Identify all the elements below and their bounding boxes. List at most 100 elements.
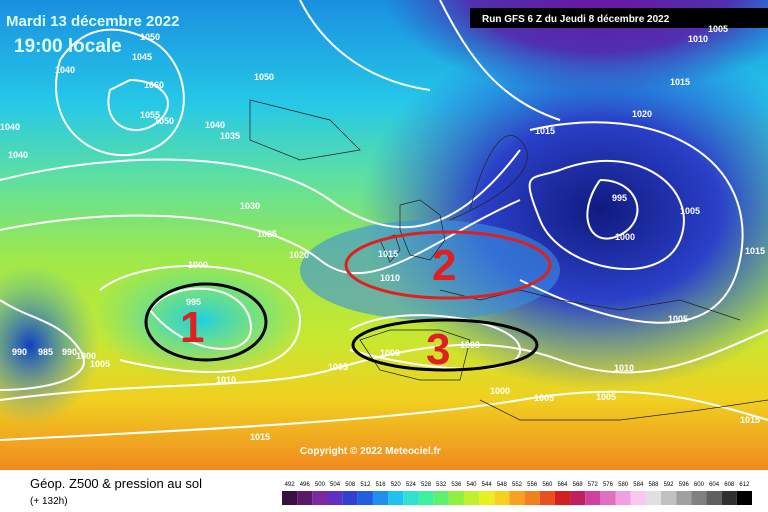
scale-swatch [297, 491, 313, 505]
isobar-label: 1045 [132, 52, 152, 62]
footer-lead: (+ 132h) [30, 496, 68, 507]
isobar-label: 1010 [614, 363, 634, 373]
scale-label: 604 [709, 482, 720, 488]
scale-swatch [418, 491, 434, 505]
scale-swatch [721, 491, 737, 505]
isobar-label: 1000 [380, 348, 400, 358]
isobar-label: 1005 [328, 362, 348, 372]
isobar-label: 1050 [254, 72, 274, 82]
scale-swatch [600, 491, 616, 505]
isobar-label: 1055 [140, 110, 160, 120]
scale-label: 512 [360, 482, 371, 488]
isobar-label: 1030 [240, 201, 260, 211]
copyright: Copyright © 2022 Meteociel.fr [300, 446, 441, 457]
isobar-label: 1005 [90, 359, 110, 369]
scale-label: 528 [421, 482, 432, 488]
scale-label: 544 [482, 482, 493, 488]
scale-label: 520 [391, 482, 402, 488]
isobar-label: 1015 [745, 246, 765, 256]
run-box [470, 8, 768, 28]
footer-title: Géop. Z500 & pression au sol [30, 476, 202, 491]
isobar-label: 990 [62, 347, 77, 357]
scale-swatch [403, 491, 419, 505]
isobar-label: 1040 [0, 122, 20, 132]
scale-label: 580 [618, 482, 629, 488]
isobar-label: 1015 [740, 415, 760, 425]
scale-swatch [554, 491, 571, 505]
isobar-label: 1020 [289, 250, 309, 260]
isobar-label: 1060 [144, 80, 164, 90]
isobar-label: 1040 [8, 150, 28, 160]
scale-swatch [630, 491, 646, 505]
zone-number: 3 [426, 325, 450, 374]
isobar-label: 1000 [490, 386, 510, 396]
scale-swatch [494, 491, 510, 505]
scale-swatch [312, 491, 328, 505]
isobar-label: 1005 [708, 24, 728, 34]
scale-label: 516 [376, 482, 387, 488]
scale-swatch [676, 491, 692, 505]
scale-swatch [524, 491, 540, 505]
isobar-label: 1015 [670, 77, 690, 87]
isobar-label: 1005 [668, 314, 688, 324]
scale-swatch [282, 491, 298, 505]
isobar-label: 1050 [154, 116, 174, 126]
isobar-label: 1010 [688, 34, 708, 44]
isobar-label: 1010 [216, 375, 236, 385]
scale-label: 524 [406, 482, 417, 488]
scale-label: 596 [679, 482, 690, 488]
scale-label: 536 [451, 482, 462, 488]
scale-swatch [327, 491, 343, 505]
isobar-label: 1050 [140, 32, 160, 42]
scale-swatch [342, 491, 358, 505]
scale-label: 492 [285, 482, 296, 488]
scale-label: 500 [315, 482, 326, 488]
scale-label: 548 [497, 482, 508, 488]
isobar-label: 1015 [378, 249, 398, 259]
scale-label: 572 [588, 482, 599, 488]
isobar-label: 1005 [534, 393, 554, 403]
isobar-label: 1005 [680, 206, 700, 216]
scale-label: 556 [527, 482, 538, 488]
scale-swatch [645, 491, 662, 505]
scale-swatch [388, 491, 404, 505]
scale-swatch [736, 491, 752, 505]
scale-swatch [372, 491, 389, 505]
scale-swatch [509, 491, 525, 505]
scale-label: 592 [664, 482, 675, 488]
scale-swatch [479, 491, 495, 505]
isobar-label: 985 [38, 347, 53, 357]
scale-swatch [615, 491, 631, 505]
isobar-label: 1000 [615, 232, 635, 242]
low-1-area [90, 260, 310, 380]
isobar-label: 1015 [535, 126, 555, 136]
scale-label: 560 [542, 482, 553, 488]
scale-swatch [570, 491, 586, 505]
upper-low-area [380, 0, 768, 140]
isobar-label: 1015 [250, 432, 270, 442]
scale-label: 532 [436, 482, 447, 488]
scale-swatch [706, 491, 722, 505]
isobar-label: 1010 [380, 273, 400, 283]
zone-number: 2 [432, 241, 456, 290]
scale-label: 508 [345, 482, 356, 488]
atlantic-low [0, 265, 100, 425]
scale-label: 588 [648, 482, 659, 488]
isobar-label: 1020 [632, 109, 652, 119]
run-label: Run GFS 6 Z du Jeudi 8 décembre 2022 [482, 14, 670, 25]
time-label: 19:00 locale [14, 36, 122, 57]
isobar-label: 1000 [460, 340, 480, 350]
scale-label: 608 [724, 482, 735, 488]
scale-swatch [463, 491, 480, 505]
isobar-label: 1005 [596, 392, 616, 402]
scale-label: 540 [467, 482, 478, 488]
circle-2 [344, 230, 552, 300]
scale-label: 552 [512, 482, 523, 488]
scale-label: 584 [633, 482, 644, 488]
circle-3 [351, 318, 539, 372]
isobar-label: 990 [12, 347, 27, 357]
scale-swatch [448, 491, 464, 505]
isobar-label: 995 [612, 193, 627, 203]
scale-swatch [539, 491, 555, 505]
